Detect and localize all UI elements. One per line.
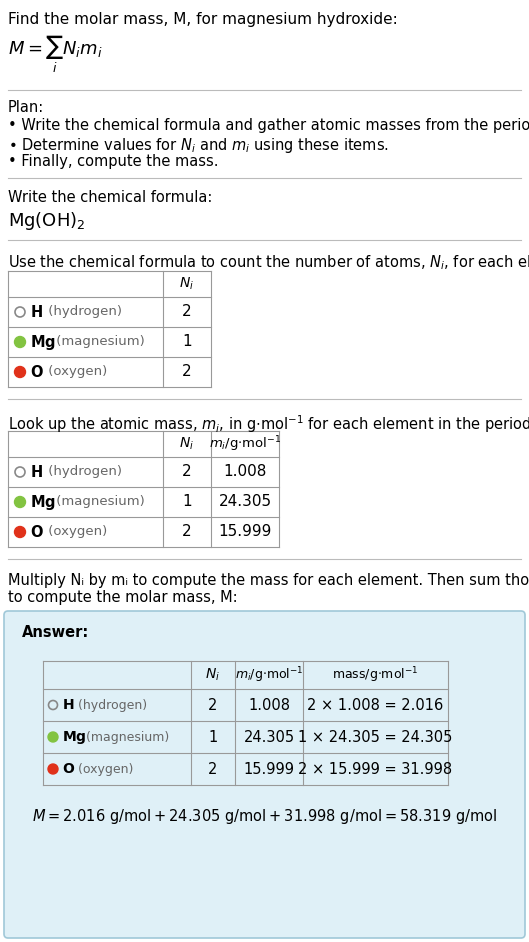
Text: 24.305: 24.305 <box>218 495 271 510</box>
Text: (hydrogen): (hydrogen) <box>74 699 147 711</box>
Circle shape <box>48 732 58 742</box>
Text: 1: 1 <box>182 495 192 510</box>
Text: $\mathbf{Mg}$: $\mathbf{Mg}$ <box>30 493 56 512</box>
Text: $\mathbf{H}$: $\mathbf{H}$ <box>30 464 43 480</box>
Text: $\mathbf{Mg}$: $\mathbf{Mg}$ <box>30 333 56 351</box>
Text: $N_i$: $N_i$ <box>179 436 195 452</box>
Text: 15.999: 15.999 <box>218 525 272 540</box>
Text: 2: 2 <box>208 761 218 776</box>
FancyBboxPatch shape <box>4 611 525 938</box>
Text: $N_i$: $N_i$ <box>179 276 195 292</box>
Text: $\mathrm{Mg(OH)_2}$: $\mathrm{Mg(OH)_2}$ <box>8 210 86 232</box>
Text: $m_i$/g$\cdot$mol$^{-1}$: $m_i$/g$\cdot$mol$^{-1}$ <box>209 434 281 454</box>
Text: $m_i$/g$\cdot$mol$^{-1}$: $m_i$/g$\cdot$mol$^{-1}$ <box>235 665 303 685</box>
Text: (magnesium): (magnesium) <box>52 495 145 509</box>
Circle shape <box>14 527 25 538</box>
Text: $\mathbf{Mg}$: $\mathbf{Mg}$ <box>62 728 87 745</box>
Text: 1 × 24.305 = 24.305: 1 × 24.305 = 24.305 <box>298 729 453 744</box>
Text: (magnesium): (magnesium) <box>52 335 145 349</box>
Text: mass/g$\cdot$mol$^{-1}$: mass/g$\cdot$mol$^{-1}$ <box>332 665 419 685</box>
Text: (oxygen): (oxygen) <box>44 365 107 379</box>
Text: $M = 2.016\ \mathrm{g/mol} + 24.305\ \mathrm{g/mol} + 31.998\ \mathrm{g/mol} = 5: $M = 2.016\ \mathrm{g/mol} + 24.305\ \ma… <box>32 807 497 826</box>
Text: $\mathbf{O}$: $\mathbf{O}$ <box>30 524 44 540</box>
Text: 15.999: 15.999 <box>243 761 295 776</box>
Text: 24.305: 24.305 <box>243 729 295 744</box>
Text: 1: 1 <box>182 334 192 349</box>
Text: 2 × 1.008 = 2.016: 2 × 1.008 = 2.016 <box>307 697 444 712</box>
Text: 2: 2 <box>182 304 192 319</box>
Text: Use the chemical formula to count the number of atoms, $N_i$, for each element:: Use the chemical formula to count the nu… <box>8 253 529 271</box>
Text: 1: 1 <box>208 729 217 744</box>
Text: $\mathbf{O}$: $\mathbf{O}$ <box>30 364 44 380</box>
Text: Look up the atomic mass, $m_i$, in g$\cdot$mol$^{-1}$ for each element in the pe: Look up the atomic mass, $m_i$, in g$\cd… <box>8 413 529 434</box>
Text: (oxygen): (oxygen) <box>44 526 107 539</box>
Text: 1.008: 1.008 <box>248 697 290 712</box>
Text: Answer:: Answer: <box>22 625 89 640</box>
Text: $M = \sum_i N_i m_i$: $M = \sum_i N_i m_i$ <box>8 34 103 75</box>
Text: 2: 2 <box>208 697 218 712</box>
Text: $\mathbf{H}$: $\mathbf{H}$ <box>62 698 75 712</box>
Text: 1.008: 1.008 <box>223 464 267 479</box>
Text: Multiply Nᵢ by mᵢ to compute the mass for each element. Then sum those values
to: Multiply Nᵢ by mᵢ to compute the mass fo… <box>8 573 529 606</box>
Text: 2 × 15.999 = 31.998: 2 × 15.999 = 31.998 <box>298 761 453 776</box>
Text: (oxygen): (oxygen) <box>74 762 133 775</box>
Text: • Finally, compute the mass.: • Finally, compute the mass. <box>8 154 218 169</box>
Text: Find the molar mass, M, for magnesium hydroxide:: Find the molar mass, M, for magnesium hy… <box>8 12 398 27</box>
Text: $\mathbf{O}$: $\mathbf{O}$ <box>62 762 75 776</box>
Circle shape <box>14 366 25 378</box>
Text: $N_i$: $N_i$ <box>205 667 221 683</box>
Circle shape <box>14 496 25 508</box>
Text: Plan:: Plan: <box>8 100 44 115</box>
Circle shape <box>14 336 25 348</box>
Circle shape <box>48 764 58 774</box>
Text: Write the chemical formula:: Write the chemical formula: <box>8 190 212 205</box>
Text: 2: 2 <box>182 464 192 479</box>
Text: $\mathbf{H}$: $\mathbf{H}$ <box>30 304 43 320</box>
Text: (hydrogen): (hydrogen) <box>44 305 122 318</box>
Text: • Write the chemical formula and gather atomic masses from the periodic table.: • Write the chemical formula and gather … <box>8 118 529 133</box>
Text: (hydrogen): (hydrogen) <box>44 465 122 479</box>
Text: (magnesium): (magnesium) <box>82 730 169 743</box>
Text: 2: 2 <box>182 525 192 540</box>
Text: • Determine values for $N_i$ and $m_i$ using these items.: • Determine values for $N_i$ and $m_i$ u… <box>8 136 389 155</box>
Text: 2: 2 <box>182 365 192 380</box>
